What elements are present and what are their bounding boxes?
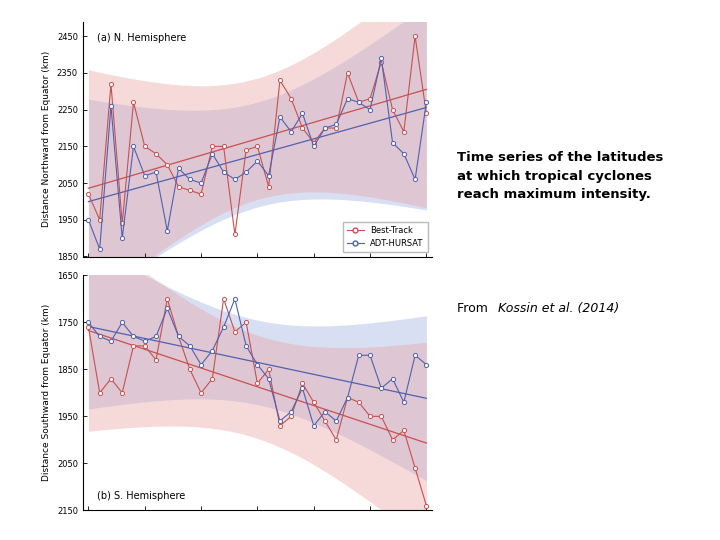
- Text: Time series of the latitudes
at which tropical cyclones
reach maximum intensity.: Time series of the latitudes at which tr…: [457, 151, 664, 201]
- Text: Kossin et al. (2014): Kossin et al. (2014): [498, 302, 619, 315]
- Text: (a) N. Hemisphere: (a) N. Hemisphere: [96, 33, 186, 43]
- Text: From: From: [457, 302, 492, 315]
- Y-axis label: Distance Southward from Equator (km): Distance Southward from Equator (km): [42, 304, 51, 482]
- Y-axis label: Distance Northward from Equator (km): Distance Northward from Equator (km): [42, 51, 51, 227]
- Text: (b) S. Hemisphere: (b) S. Hemisphere: [96, 491, 185, 501]
- Legend: Best-Track, ADT-HURSAT: Best-Track, ADT-HURSAT: [343, 222, 428, 252]
